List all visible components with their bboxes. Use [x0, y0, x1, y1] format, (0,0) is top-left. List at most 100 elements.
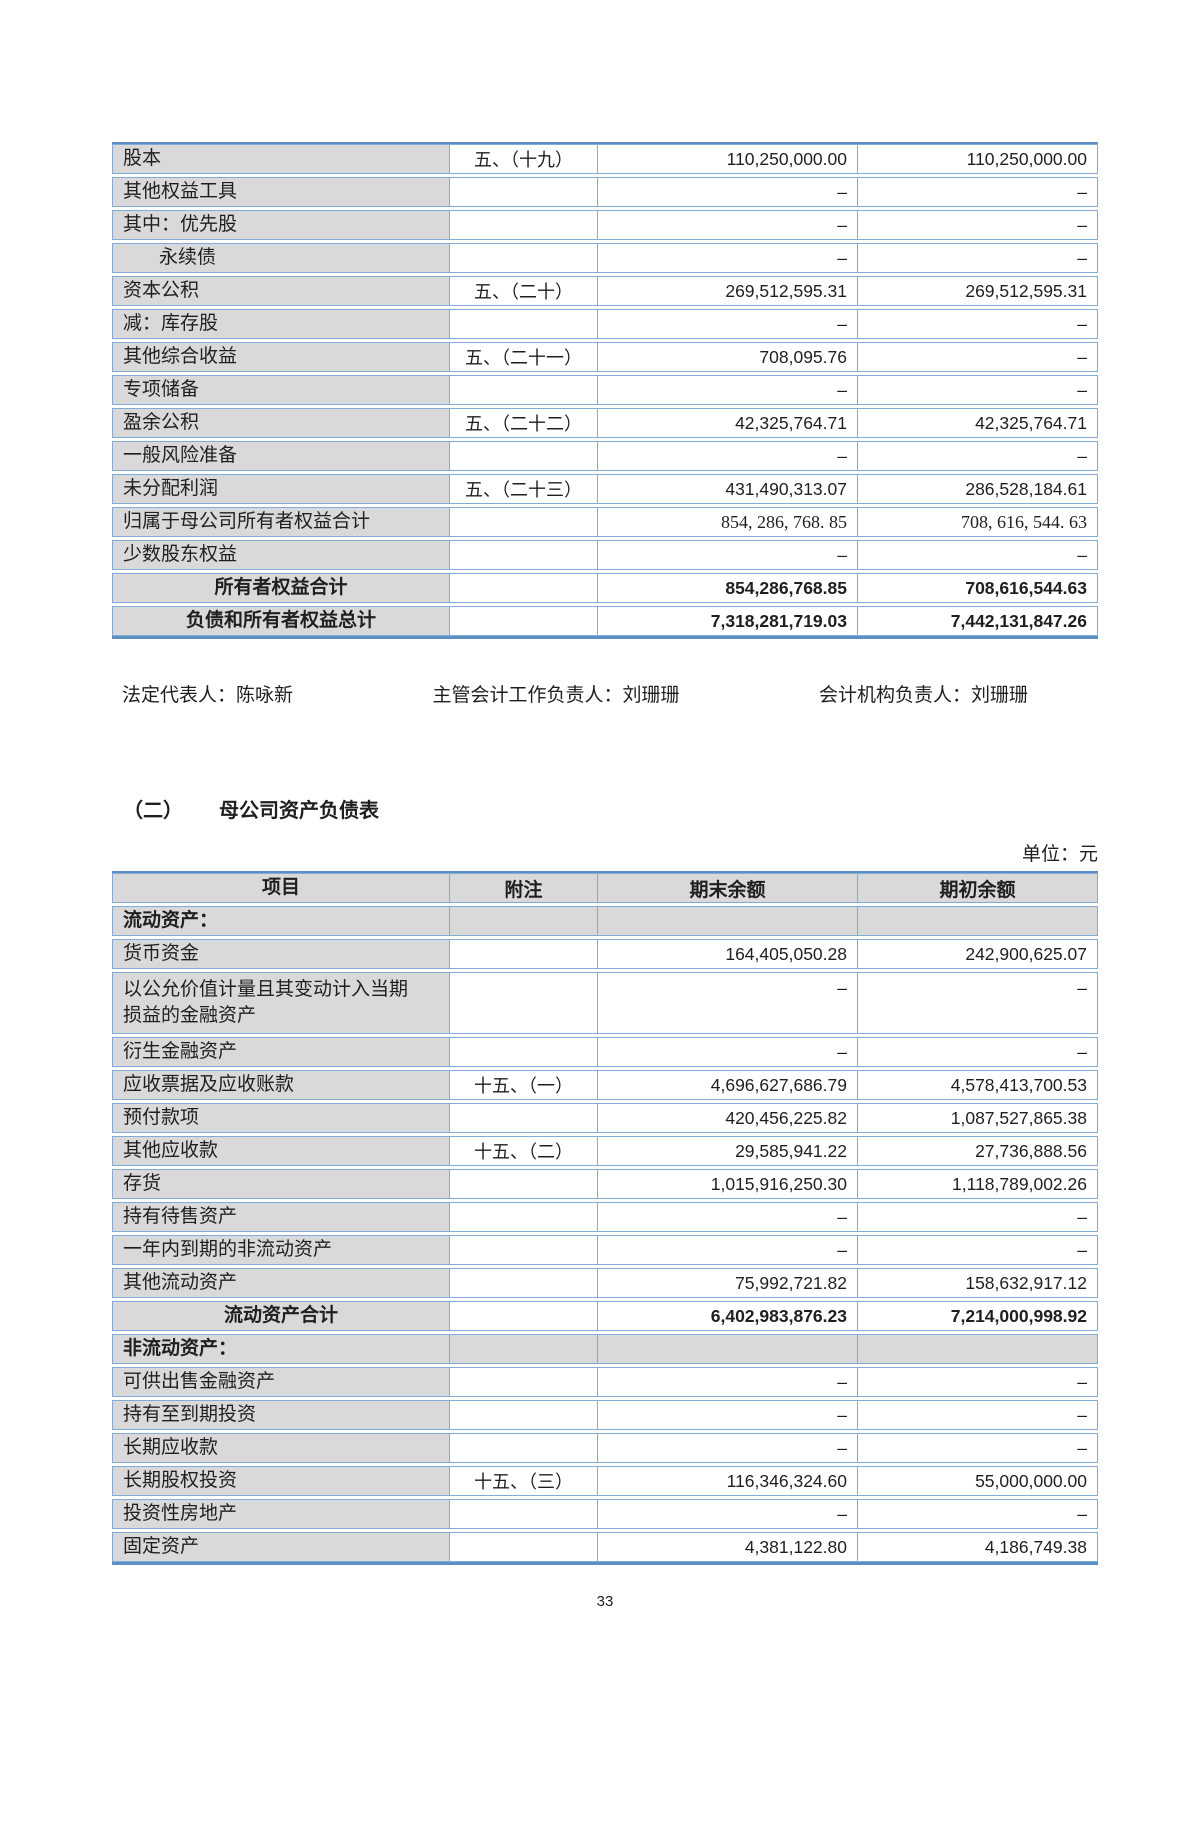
item-label: 货币资金 — [112, 939, 450, 969]
section-index: （二） — [123, 800, 183, 822]
ending-balance: – — [598, 177, 858, 207]
ending-balance: 431,490,313.07 — [598, 474, 858, 504]
item-label: 应收票据及应收账款 — [112, 1070, 450, 1100]
table-row: 股本 五、（十九） 110,250,000.00 110,250,000.00 — [112, 144, 1098, 174]
note-ref — [450, 210, 598, 240]
item-label: 投资性房地产 — [112, 1499, 450, 1529]
item-label: 一般风险准备 — [112, 441, 450, 471]
table-row: 一年内到期的非流动资产 – – — [112, 1235, 1098, 1265]
item-label: 其他应收款 — [112, 1136, 450, 1166]
note-ref: 附注 — [450, 873, 598, 903]
item-label: 流动资产合计 — [112, 1301, 450, 1331]
beginning-balance: 158,632,917.12 — [858, 1268, 1098, 1298]
note-ref — [450, 1301, 598, 1331]
table-row: 衍生金融资产 – – — [112, 1037, 1098, 1067]
table-row: 可供出售金融资产 – – — [112, 1367, 1098, 1397]
note-ref — [450, 1037, 598, 1067]
note-ref — [450, 441, 598, 471]
beginning-balance: – — [858, 441, 1098, 471]
ending-balance: – — [598, 309, 858, 339]
note-ref: 五、（十九） — [450, 144, 598, 174]
item-label: 减：库存股 — [112, 309, 450, 339]
beginning-balance: 4,578,413,700.53 — [858, 1070, 1098, 1100]
item-label: 股本 — [112, 144, 450, 174]
note-ref: 十五、（二） — [450, 1136, 598, 1166]
beginning-balance: – — [858, 1367, 1098, 1397]
ending-balance: 4,696,627,686.79 — [598, 1070, 858, 1100]
note-ref — [450, 243, 598, 273]
beginning-balance: 7,442,131,847.26 — [858, 606, 1098, 636]
item-label: 其中：优先股 — [112, 210, 450, 240]
ending-balance: 854,286,768.85 — [598, 573, 858, 603]
table-row: 资本公积 五、（二十） 269,512,595.31 269,512,595.31 — [112, 276, 1098, 306]
note-ref — [450, 939, 598, 969]
ending-balance: 7,318,281,719.03 — [598, 606, 858, 636]
beginning-balance: 286,528,184.61 — [858, 474, 1098, 504]
report-page: 股本 五、（十九） 110,250,000.00 110,250,000.00 其他权益… — [0, 142, 1098, 1610]
ending-balance: 29,585,941.22 — [598, 1136, 858, 1166]
table-row: 以公允价值计量且其变动计入当期 损益的金融资产 – – — [112, 972, 1098, 1034]
beginning-balance: – — [858, 1433, 1098, 1463]
note-ref — [450, 1202, 598, 1232]
note-ref: 五、（二十二） — [450, 408, 598, 438]
equity-section-table: 股本 五、（十九） 110,250,000.00 110,250,000.00 其他权益… — [112, 142, 1098, 639]
note-ref: 五、（二十三） — [450, 474, 598, 504]
note-ref — [450, 540, 598, 570]
note-ref: 五、（二十一） — [450, 342, 598, 372]
ending-balance: – — [598, 1367, 858, 1397]
note-ref — [450, 1433, 598, 1463]
table-row: 流动资产合计 6,402,983,876.23 7,214,000,998.92 — [112, 1301, 1098, 1331]
ending-balance: – — [598, 1400, 858, 1430]
table-row: 负债和所有者权益总计 7,318,281,719.03 7,442,131,847.… — [112, 606, 1098, 636]
ending-balance: 116,346,324.60 — [598, 1466, 858, 1496]
ending-balance: – — [598, 1499, 858, 1529]
beginning-balance: 708, 616, 544. 63 — [858, 507, 1098, 537]
item-label: 专项储备 — [112, 375, 450, 405]
item-label: 其他权益工具 — [112, 177, 450, 207]
table-row: 流动资产： — [112, 906, 1098, 936]
beginning-balance: – — [858, 243, 1098, 273]
note-ref — [450, 177, 598, 207]
table-row: 减：库存股 – – — [112, 309, 1098, 339]
table-row: 应收票据及应收账款 十五、（一） 4,696,627,686.79 4,578,413… — [112, 1070, 1098, 1100]
beginning-balance: 55,000,000.00 — [858, 1466, 1098, 1496]
note-ref — [450, 1334, 598, 1364]
item-label: 非流动资产： — [112, 1334, 450, 1364]
table-row: 其他综合收益 五、（二十一） 708,095.76– — [112, 342, 1098, 372]
beginning-balance: 7,214,000,998.92 — [858, 1301, 1098, 1331]
table-row: 固定资产 4,381,122.80 4,186,749.38 — [112, 1532, 1098, 1562]
item-label: 项目 — [112, 873, 450, 903]
ending-balance: 269,512,595.31 — [598, 276, 858, 306]
chief-accountant: 主管会计工作负责人：刘珊珊 — [432, 685, 680, 706]
table-row: 未分配利润 五、（二十三） 431,490,313.07 286,528,184.61 — [112, 474, 1098, 504]
beginning-balance: – — [858, 210, 1098, 240]
ending-balance: 75,992,721.82 — [598, 1268, 858, 1298]
beginning-balance — [858, 1334, 1098, 1364]
ending-balance: 854, 286, 768. 85 — [598, 507, 858, 537]
beginning-balance: – — [858, 972, 1098, 1034]
page-number: 33 — [596, 1593, 614, 1610]
beginning-balance: 708,616,544.63 — [858, 573, 1098, 603]
beginning-balance: – — [858, 1235, 1098, 1265]
beginning-balance: – — [858, 540, 1098, 570]
item-label: 资本公积 — [112, 276, 450, 306]
note-ref — [450, 1367, 598, 1397]
note-ref — [450, 1268, 598, 1298]
beginning-balance — [858, 906, 1098, 936]
table-row: 预付款项 420,456,225.82 1,087,527,865.38 — [112, 1103, 1098, 1133]
item-label: 未分配利润 — [112, 474, 450, 504]
beginning-balance: – — [858, 375, 1098, 405]
item-label: 预付款项 — [112, 1103, 450, 1133]
item-label: 以公允价值计量且其变动计入当期 损益的金融资产 — [112, 972, 450, 1034]
item-label: 永续债 — [112, 243, 450, 273]
table-row: 归属于母公司所有者权益合计 854, 286, 768. 85 708, 616, … — [112, 507, 1098, 537]
item-label: 长期股权投资 — [112, 1466, 450, 1496]
parent-balance-sheet-table: 项目 附注 期末余额 期初余额 流动资产： 货币资金 164,405,050.28 242,9… — [112, 871, 1098, 1565]
accounting-head: 会计机构负责人：刘珊珊 — [818, 685, 1028, 706]
beginning-balance: – — [858, 1037, 1098, 1067]
note-ref — [450, 972, 598, 1034]
ending-balance: – — [598, 375, 858, 405]
note-ref: 十五、（三） — [450, 1466, 598, 1496]
item-label: 衍生金融资产 — [112, 1037, 450, 1067]
ending-balance — [598, 906, 858, 936]
